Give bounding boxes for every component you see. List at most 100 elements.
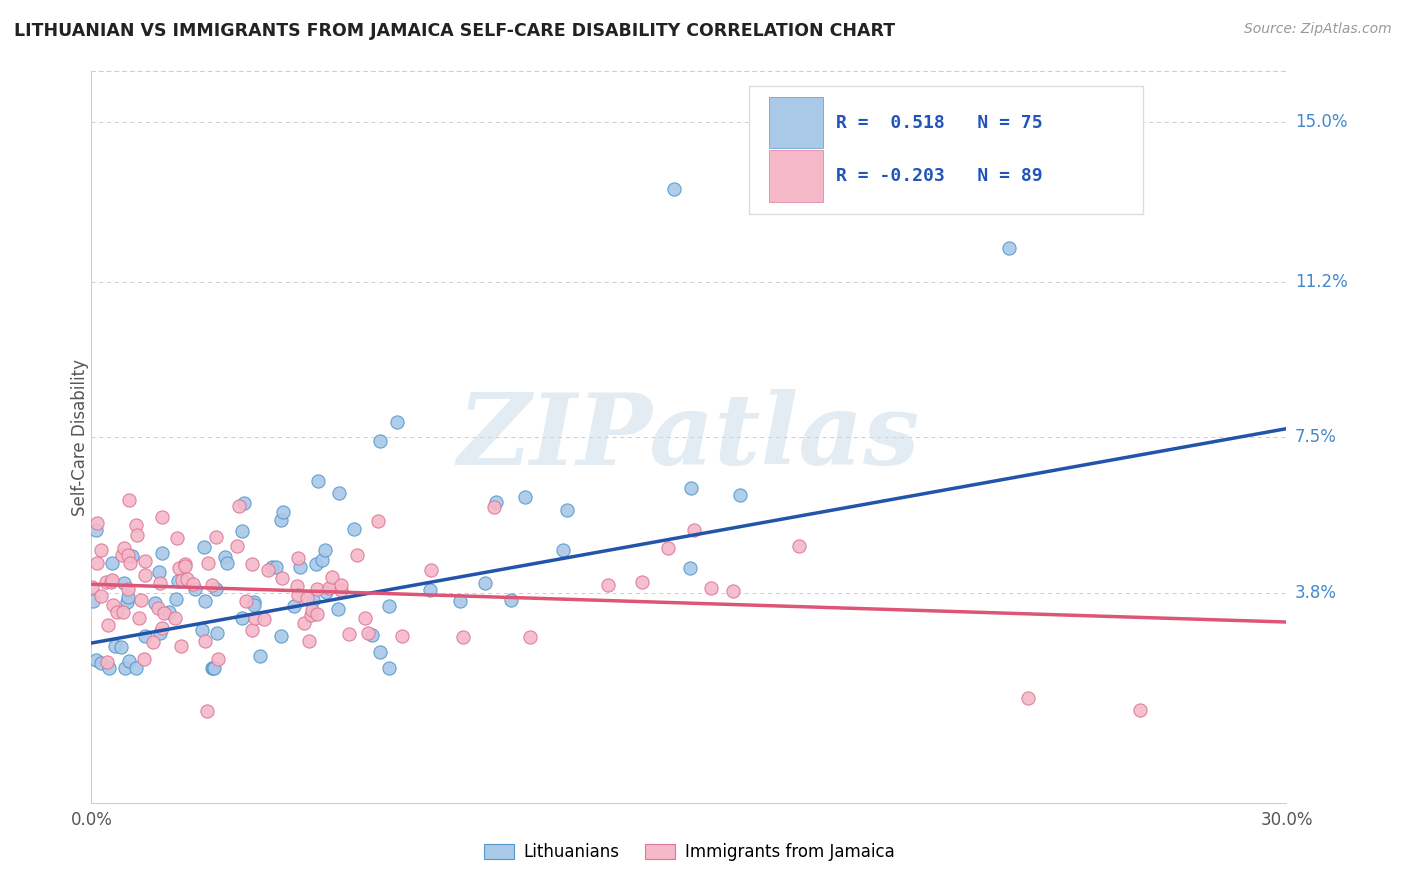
- Point: [679, 561, 702, 575]
- Text: 11.2%: 11.2%: [1295, 273, 1347, 291]
- Point: [201, 661, 224, 675]
- Point: [153, 606, 176, 620]
- Point: [118, 654, 141, 668]
- Point: [679, 481, 702, 495]
- Point: [264, 559, 287, 574]
- Point: [84, 653, 107, 667]
- Point: [193, 540, 215, 554]
- Point: [134, 554, 156, 568]
- Point: [321, 569, 343, 583]
- Point: [214, 549, 236, 564]
- Point: [169, 639, 191, 653]
- Point: [201, 661, 224, 675]
- Point: [117, 591, 139, 605]
- Text: 7.5%: 7.5%: [1295, 428, 1337, 446]
- Point: [193, 634, 215, 648]
- Point: [328, 485, 350, 500]
- Point: [307, 474, 329, 488]
- Point: [204, 582, 226, 596]
- Point: [283, 599, 305, 613]
- Point: [174, 559, 197, 574]
- Point: [195, 704, 218, 718]
- Point: [90, 589, 112, 603]
- Point: [330, 582, 353, 597]
- Point: [419, 582, 441, 597]
- Legend: Lithuanians, Immigrants from Jamaica: Lithuanians, Immigrants from Jamaica: [477, 837, 901, 868]
- Point: [112, 605, 135, 619]
- Point: [100, 575, 122, 590]
- Point: [112, 576, 135, 591]
- Point: [484, 500, 506, 514]
- Point: [723, 584, 745, 599]
- Point: [378, 599, 401, 614]
- Point: [100, 556, 122, 570]
- Point: [111, 548, 134, 562]
- Point: [598, 578, 620, 592]
- Point: [148, 565, 170, 579]
- Point: [368, 434, 391, 448]
- Point: [163, 611, 186, 625]
- Point: [115, 595, 138, 609]
- Point: [129, 593, 152, 607]
- Point: [730, 488, 752, 502]
- Point: [298, 633, 321, 648]
- Point: [700, 582, 723, 596]
- Point: [378, 661, 401, 675]
- Point: [297, 591, 319, 605]
- Point: [86, 516, 108, 530]
- Point: [193, 594, 215, 608]
- Point: [117, 549, 139, 563]
- Point: [315, 585, 337, 599]
- Point: [166, 531, 188, 545]
- Point: [112, 541, 135, 555]
- Point: [314, 543, 336, 558]
- Point: [202, 661, 225, 675]
- Point: [125, 527, 148, 541]
- Point: [125, 661, 148, 675]
- Point: [118, 493, 141, 508]
- Text: ZIPatlas: ZIPatlas: [458, 389, 920, 485]
- Point: [121, 549, 143, 563]
- Point: [169, 560, 191, 574]
- Point: [231, 524, 253, 538]
- Point: [305, 582, 328, 596]
- Point: [367, 515, 389, 529]
- Point: [253, 612, 276, 626]
- Point: [134, 568, 156, 582]
- Point: [146, 601, 169, 615]
- Point: [368, 645, 391, 659]
- Point: [150, 510, 173, 524]
- Point: [207, 652, 229, 666]
- Point: [142, 635, 165, 649]
- Point: [118, 556, 141, 570]
- Point: [201, 577, 224, 591]
- Text: LITHUANIAN VS IMMIGRANTS FROM JAMAICA SELF-CARE DISABILITY CORRELATION CHART: LITHUANIAN VS IMMIGRANTS FROM JAMAICA SE…: [14, 22, 896, 40]
- Point: [270, 513, 292, 527]
- Bar: [769, 97, 823, 148]
- Point: [173, 557, 195, 571]
- Text: 15.0%: 15.0%: [1295, 112, 1347, 131]
- Point: [90, 657, 112, 671]
- Point: [787, 539, 810, 553]
- Point: [117, 582, 139, 596]
- Point: [235, 594, 257, 608]
- Point: [152, 621, 174, 635]
- Point: [391, 629, 413, 643]
- Point: [205, 529, 228, 543]
- Point: [305, 557, 328, 571]
- Point: [287, 589, 309, 603]
- Point: [302, 592, 325, 607]
- Point: [101, 599, 124, 613]
- Point: [449, 593, 471, 607]
- Point: [343, 522, 366, 536]
- Point: [125, 518, 148, 533]
- Point: [243, 598, 266, 612]
- Point: [181, 577, 204, 591]
- Point: [249, 649, 271, 664]
- Point: [360, 627, 382, 641]
- Point: [664, 182, 686, 196]
- Point: [157, 606, 180, 620]
- Point: [499, 593, 522, 607]
- FancyBboxPatch shape: [748, 86, 1143, 214]
- Point: [1129, 703, 1152, 717]
